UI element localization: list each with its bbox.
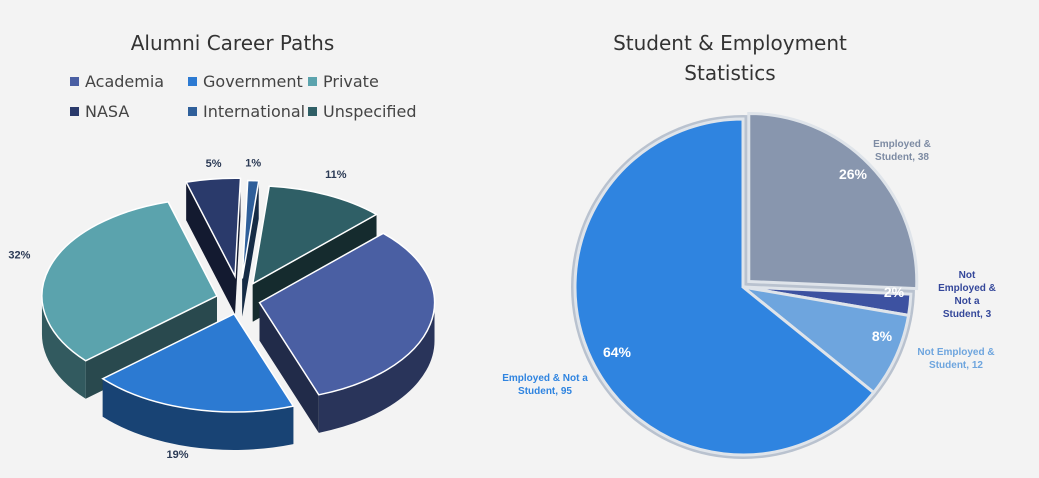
slice-top <box>241 179 260 279</box>
data-label-private: 32% <box>8 249 30 261</box>
slice-wall <box>102 378 294 450</box>
legend-label: Academia <box>85 72 165 91</box>
pie-slice-3 <box>573 117 876 457</box>
pie-slice-nasa <box>185 177 242 315</box>
legend-swatch <box>308 107 317 116</box>
legend-item-academia: Academia <box>70 72 164 91</box>
legend-swatch <box>188 107 197 116</box>
pie-3d-plot: 32%19%32%5%1%11% <box>8 157 436 461</box>
data-label-category: Not Employed & Student, 12 <box>917 347 994 371</box>
student-employment-chart: Student & Employment Statistics 26% 2% 8% 6… <box>470 0 1039 478</box>
legend-swatch <box>308 77 317 86</box>
pie-slice-0 <box>747 111 919 291</box>
pie-slice-government <box>101 312 295 450</box>
alumni-career-paths-chart: Alumni Career Paths Academia Government … <box>0 0 470 478</box>
legend-label: Private <box>323 72 379 91</box>
legend-swatch <box>70 107 79 116</box>
slice-wall <box>41 295 86 399</box>
slice-top <box>185 177 242 279</box>
legend-label: NASA <box>85 102 130 121</box>
legend-swatch <box>188 77 197 86</box>
slice-top <box>101 312 295 413</box>
slice-wall <box>318 302 435 433</box>
legend-label: Government <box>203 72 303 91</box>
data-label-category: Employed & Not a Student, 95 <box>502 373 588 397</box>
legend-item-nasa: NASA <box>70 102 129 121</box>
slice-top <box>41 201 218 362</box>
pie-plot: 26% 2% 8% 64% Employed & Student, 38 Not Employ… <box>502 111 996 459</box>
data-label-pct: 64% <box>603 344 632 360</box>
legend-item-unspecified: Unspecified <box>308 102 417 121</box>
legend-item-international: International <box>188 102 305 121</box>
chart-title: Student & Employment Statistics <box>613 31 847 85</box>
legend-label: Unspecified <box>323 102 417 121</box>
data-label-pct: 26% <box>839 166 868 182</box>
data-label-international: 1% <box>245 157 261 169</box>
data-label-category: Not Employed & Not a Student, 3 <box>938 270 996 320</box>
slice-top <box>251 185 379 286</box>
legend-item-government: Government <box>188 72 303 91</box>
data-label-pct: 2% <box>884 284 905 300</box>
slice-top <box>258 232 436 396</box>
legend-label: International <box>203 102 306 121</box>
slice-side <box>242 180 259 317</box>
data-label-category: Employed & Student, 38 <box>873 139 931 163</box>
pie-slice-international <box>241 179 260 317</box>
data-label-pct: 8% <box>872 328 893 344</box>
slice-side <box>186 182 235 315</box>
pie-slice-academia <box>258 232 436 433</box>
data-label-nasa: 5% <box>206 158 222 170</box>
data-label-government: 19% <box>167 449 189 461</box>
legend-item-private: Private <box>308 72 379 91</box>
chart-title: Alumni Career Paths <box>130 31 335 55</box>
data-label-unspecified: 11% <box>325 169 347 181</box>
slice-side <box>259 302 319 433</box>
legend-swatch <box>70 77 79 86</box>
